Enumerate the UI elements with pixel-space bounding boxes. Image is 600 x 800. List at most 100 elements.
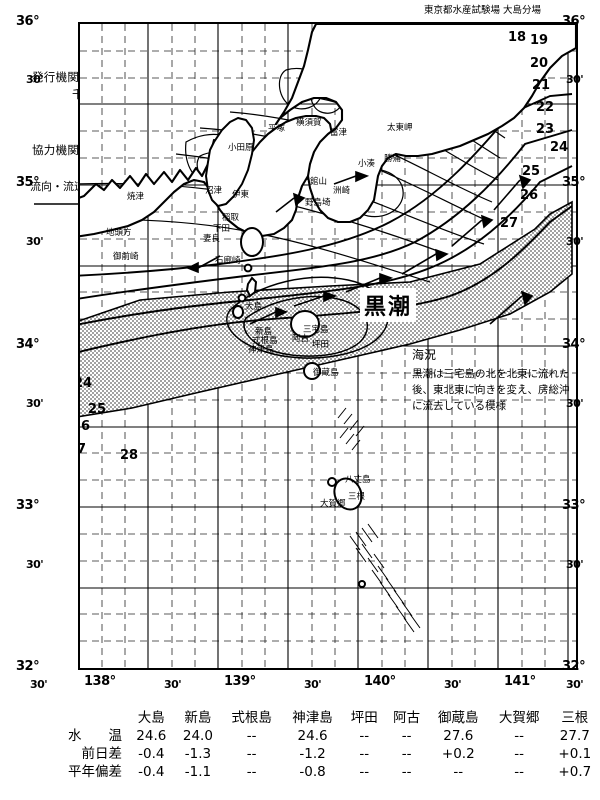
publisher-label: 発行機関○ [32, 70, 90, 84]
place-label: 三根 [348, 492, 366, 502]
table-cell: 27.6 [443, 728, 474, 744]
current-vector [275, 192, 306, 213]
table-column-header: 大賀郷 [498, 710, 540, 726]
lat-label-34: 34° [16, 337, 40, 352]
isotherm-label-26: 26 [80, 419, 91, 434]
current-legend-title: 流向・流速 [30, 180, 85, 193]
lon-label-140-30: 30' [444, 678, 462, 691]
kuroshio-warm-band [80, 200, 573, 418]
isotherm-label-23: 23 [536, 122, 555, 137]
isotherm-label-24: 24 [80, 376, 93, 391]
table-row: 平年偏差 -0.4 -1.1 -- -0.8 -- -- -- -- +0.7 [0, 763, 600, 781]
table-cell: -- [359, 746, 370, 763]
table-column-header: 神津島 [292, 710, 333, 726]
table-cell: -0.4 [138, 764, 165, 781]
place-label: 小田原 [228, 143, 254, 153]
lon-label-140: 140° [364, 674, 396, 689]
lat-label-35-right: 35° [562, 175, 586, 190]
table-cell: -- [246, 764, 257, 781]
isotherm-label-26-right: 26 [520, 188, 539, 203]
place-label: 小湊 [358, 159, 376, 169]
isotherm-label-21: 21 [532, 78, 551, 93]
table-cell: -- [246, 728, 257, 744]
lat-label-33-30-right: 30' [566, 397, 584, 410]
table-cell: -- [246, 746, 257, 763]
ocean-condition-body: 黒潮は三宅島の北を北東に流れた後、東北東に向きを変え、房総沖に流去している模様 [412, 368, 570, 412]
isotherm-label-28: 28 [120, 448, 139, 463]
table-cell: 27.7 [559, 728, 590, 744]
ocean-condition-title: 海況 [412, 348, 437, 362]
place-label: 洲崎 [333, 186, 351, 196]
current-vector [489, 290, 534, 325]
lon-label-138-30: 30' [164, 678, 182, 691]
place-label: 稲取 [222, 213, 240, 223]
isotherm-label-22: 22 [536, 100, 555, 115]
table-row: 水 温 24.6 24.0 -- 24.6 -- -- 27.6 -- 27.7 [0, 727, 600, 745]
place-label: 八丈島 [345, 475, 371, 485]
table-cell: -- [514, 764, 525, 781]
map-drawing [80, 24, 576, 668]
place-label: 坪田 [312, 340, 330, 350]
table-cell: -- [453, 764, 464, 781]
table-cell: +0.2 [441, 746, 475, 763]
place-label: 妻良 [203, 234, 221, 244]
current-vector [345, 272, 394, 293]
table-cell: -- [514, 746, 525, 763]
isotherm-label-19: 19 [530, 33, 549, 48]
place-label: 下田 [213, 224, 231, 234]
place-label: 石廊崎 [215, 256, 241, 266]
table-body: 水 温 24.6 24.0 -- 24.6 -- -- 27.6 -- 27.7 前日差 -0.4 -1… [0, 727, 600, 782]
place-label: 大賀郷 [320, 499, 346, 509]
table-cell: -- [401, 764, 412, 781]
table-column-header: 御蔵島 [438, 710, 479, 726]
lat-label-33: 33° [16, 498, 40, 513]
table-row-label: 平年偏差 [68, 764, 122, 781]
current-vector [333, 170, 370, 185]
place-label: 神津島 [248, 345, 274, 355]
lon-label-137-30: 30' [30, 678, 48, 691]
table-column-header: 大島 [137, 710, 165, 726]
place-label: 大島 [245, 302, 263, 312]
lon-label-139-30: 30' [304, 678, 322, 691]
current-vector [293, 290, 338, 307]
place-label: 御蔵島 [313, 368, 339, 378]
isotherm-label-25-right: 25 [522, 164, 541, 179]
table-cell: 24.6 [297, 728, 328, 744]
place-label: 横須賀 [296, 118, 322, 128]
place-label: 館山 [310, 177, 328, 187]
table-cell: +0.7 [558, 764, 592, 781]
isotherm-label-24-right: 24 [550, 140, 569, 155]
table-cell: -- [401, 728, 412, 744]
current-vector [451, 214, 494, 247]
current-vector [249, 306, 288, 325]
place-label: 勝浦 [384, 154, 402, 164]
place-label: 阿古 [292, 334, 310, 344]
place-label: 野島埼 [305, 198, 331, 208]
table-cell: -0.8 [299, 764, 326, 781]
cooperating-org-label: 協力機関 [32, 143, 80, 157]
lat-label-32-right: 32° [562, 659, 586, 674]
table-cell: 24.0 [182, 728, 213, 744]
isotherm-label-25: 25 [88, 402, 107, 417]
table-cell: -1.2 [299, 746, 326, 763]
place-label: 御前崎 [113, 252, 139, 262]
lat-label-35-30-right: 30' [566, 73, 584, 86]
lat-label-32: 32° [16, 659, 40, 674]
table-column-header: 阿古 [393, 710, 421, 726]
lon-label-139: 139° [224, 674, 256, 689]
lat-label-35-30: 30' [26, 73, 44, 86]
isotherm-label-27-right: 27 [500, 216, 519, 231]
table-row-label: 水 温 [68, 728, 122, 744]
water-temperature-table: 大島 新島 式根島 神津島 坪田 阿古 御蔵島 大賀郷 三根 水 温 24.6 24.0 -- 24.6… [0, 706, 600, 782]
lat-label-36: 36° [16, 14, 40, 29]
current-vector [493, 174, 532, 211]
place-label: 焼津 [127, 192, 145, 202]
table-column-header: 新島 [184, 710, 212, 726]
sea-surface-temperature-map: 24 25 26 27 28 18 19 20 21 22 23 24 25 2… [78, 22, 578, 670]
lat-label-34-right: 34° [562, 337, 586, 352]
place-label: 太東岬 [387, 123, 413, 133]
table-cell: -- [359, 728, 370, 744]
lon-label-141: 141° [504, 674, 536, 689]
table-cell: -0.4 [138, 746, 165, 763]
table-cell: -- [401, 746, 412, 763]
